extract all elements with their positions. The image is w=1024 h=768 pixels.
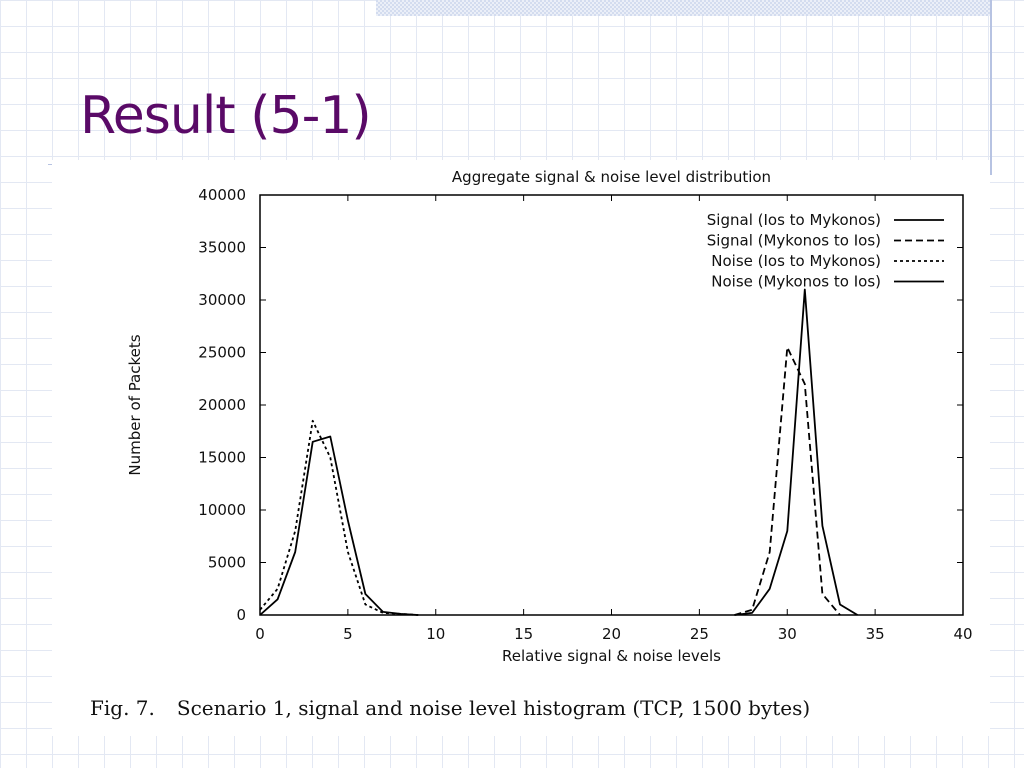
series-layer bbox=[259, 288, 858, 616]
series-line-2 bbox=[734, 346, 841, 616]
x-tick-label: 0 bbox=[255, 625, 265, 643]
y-tick-label: 15000 bbox=[198, 449, 246, 467]
legend-label: Noise (Ios to Mykonos) bbox=[711, 252, 881, 270]
y-tick-label: 25000 bbox=[198, 344, 246, 362]
slide-title: Result (5-1) bbox=[80, 86, 372, 146]
figure-caption: Fig. 7. Scenario 1, signal and noise leve… bbox=[90, 696, 810, 720]
x-tick-label: 20 bbox=[602, 625, 621, 643]
y-tick-label: 35000 bbox=[198, 239, 246, 257]
y-tick-label: 10000 bbox=[198, 501, 246, 519]
x-tick-label: 10 bbox=[426, 625, 445, 643]
series-line-1 bbox=[734, 288, 858, 616]
header-band bbox=[376, 0, 990, 16]
x-tick-label: 5 bbox=[343, 625, 353, 643]
legend: Signal (Ios to Mykonos) Signal (Mykonos t… bbox=[707, 211, 944, 291]
legend-label: Noise (Mykonos to Ios) bbox=[711, 273, 881, 291]
y-tick-label: 20000 bbox=[198, 396, 246, 414]
chart-title: Aggregate signal & noise level distribut… bbox=[452, 168, 771, 186]
chart: 0 5 10 15 20 25 30 35 40 0 5000 10000 15000 20000 2500… bbox=[126, 168, 973, 665]
caption-label: Fig. 7. bbox=[90, 696, 155, 720]
x-tick-label: 25 bbox=[690, 625, 709, 643]
y-tick-label: 30000 bbox=[198, 291, 246, 309]
legend-label: Signal (Ios to Mykonos) bbox=[707, 211, 881, 229]
x-tick-label: 30 bbox=[778, 625, 797, 643]
right-rule bbox=[990, 0, 992, 175]
x-tick-label: 35 bbox=[866, 625, 885, 643]
caption-text: Scenario 1, signal and noise level histo… bbox=[176, 696, 811, 720]
y-tick-label: 5000 bbox=[208, 554, 246, 572]
ticks-layer: 0 5 10 15 20 25 30 35 40 0 5000 10000 15000 20000 2500… bbox=[198, 186, 972, 643]
legend-label: Signal (Mykonos to Ios) bbox=[707, 232, 881, 250]
figure-panel: 0 5 10 15 20 25 30 35 40 0 5000 10000 15000 20000 2500… bbox=[52, 160, 990, 736]
plot-frame bbox=[259, 194, 964, 616]
series-line-3 bbox=[259, 419, 419, 616]
x-tick-label: 40 bbox=[953, 625, 972, 643]
y-tick-label: 0 bbox=[236, 606, 246, 624]
x-axis-label: Relative signal & noise levels bbox=[502, 647, 721, 665]
y-tick-label: 40000 bbox=[198, 186, 246, 204]
x-tick-label: 15 bbox=[514, 625, 533, 643]
y-axis-label: Number of Packets bbox=[126, 334, 144, 475]
series-line-4 bbox=[259, 435, 419, 616]
